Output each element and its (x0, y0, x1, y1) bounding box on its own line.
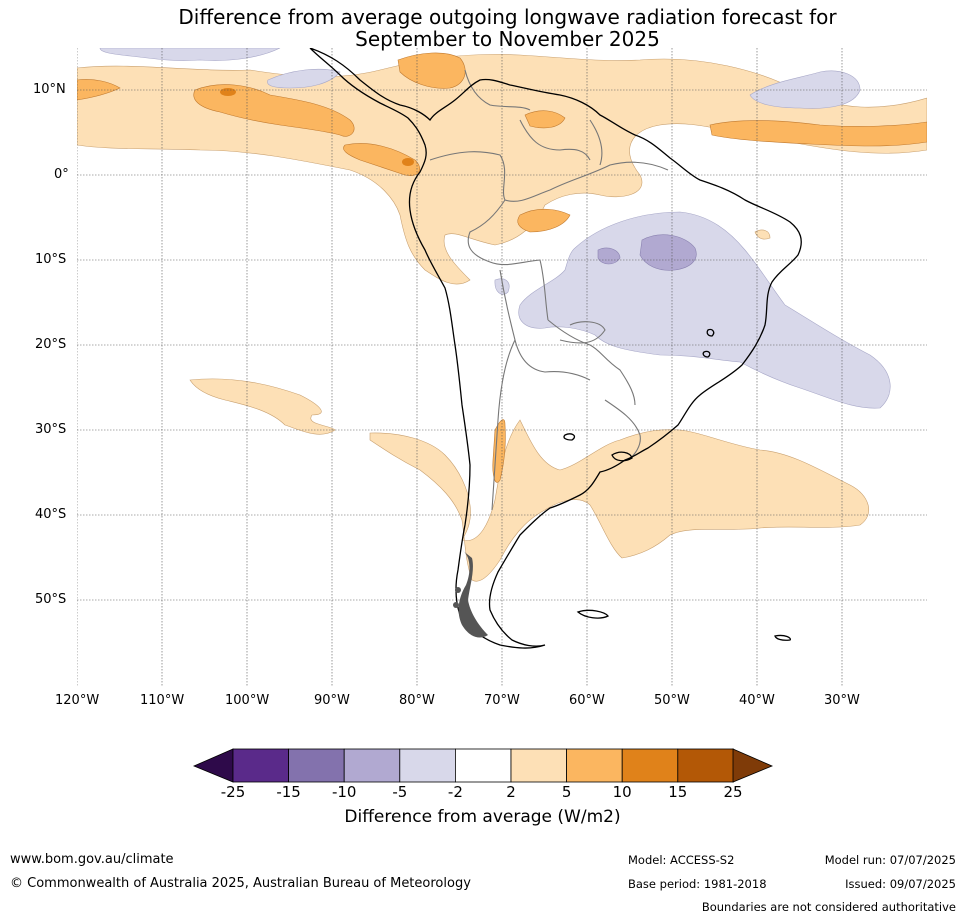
lon-label-30w: 30°W (824, 693, 860, 708)
colorbar-extend-low (192, 748, 234, 783)
model-info: Model: ACCESS-S2 (628, 853, 735, 867)
colorbar (192, 748, 774, 783)
model-run-info: Model run: 07/07/2025 (824, 853, 956, 867)
lat-label-30s: 30°S (35, 422, 67, 437)
lon-label-110w: 110°W (140, 693, 185, 708)
colorbar-tick: 15 (668, 783, 688, 801)
colorbar-tick: 25 (723, 783, 743, 801)
lon-label-90w: 90°W (314, 693, 350, 708)
lon-label-50w: 50°W (654, 693, 690, 708)
colorbar-tick: -25 (220, 783, 246, 801)
colorbar-tick: 2 (506, 783, 516, 801)
lat-label-10n: 10°N (33, 82, 66, 97)
base-period-info: Base period: 1981-2018 (628, 877, 767, 891)
lon-label-70w: 70°W (484, 693, 520, 708)
lat-label-40s: 40°S (35, 507, 67, 522)
lon-label-60w: 60°W (569, 693, 605, 708)
lat-label-10s: 10°S (35, 252, 67, 267)
map-title-line2: September to November 2025 (355, 27, 660, 51)
copyright-notice: © Commonwealth of Australia 2025, Austra… (10, 876, 471, 891)
chile-archipelago (453, 550, 488, 638)
country-borders (429, 69, 669, 511)
graticule (77, 48, 927, 686)
colorbar-tick: 5 (561, 783, 572, 801)
coastline (309, 48, 802, 649)
colorbar-tick: -10 (331, 783, 357, 801)
lon-label-80w: 80°W (399, 693, 435, 708)
lon-label-40w: 40°W (739, 693, 775, 708)
colorbar-label: Difference from average (W/m2) (344, 807, 621, 827)
colorbar-tick: -5 (392, 783, 408, 801)
colorbar-tick: -15 (276, 783, 301, 801)
boundaries-disclaimer: Boundaries are not considered authoritat… (701, 900, 956, 914)
colorbar-extend-high (732, 748, 774, 783)
lat-label-50s: 50°S (35, 592, 67, 607)
issued-info: Issued: 09/07/2025 (845, 877, 956, 891)
colorbar-tick: 10 (612, 783, 632, 801)
anomaly-positive-10 (77, 52, 927, 483)
lat-label-20s: 20°S (35, 337, 67, 352)
website-link[interactable]: www.bom.gov.au/climate (10, 852, 174, 867)
lon-label-100w: 100°W (225, 693, 270, 708)
map-title-line1: Difference from average outgoing longwav… (178, 5, 837, 29)
lon-label-120w: 120°W (55, 693, 100, 708)
lat-label-0: 0° (54, 167, 69, 182)
colorbar-tick: -2 (447, 783, 463, 801)
